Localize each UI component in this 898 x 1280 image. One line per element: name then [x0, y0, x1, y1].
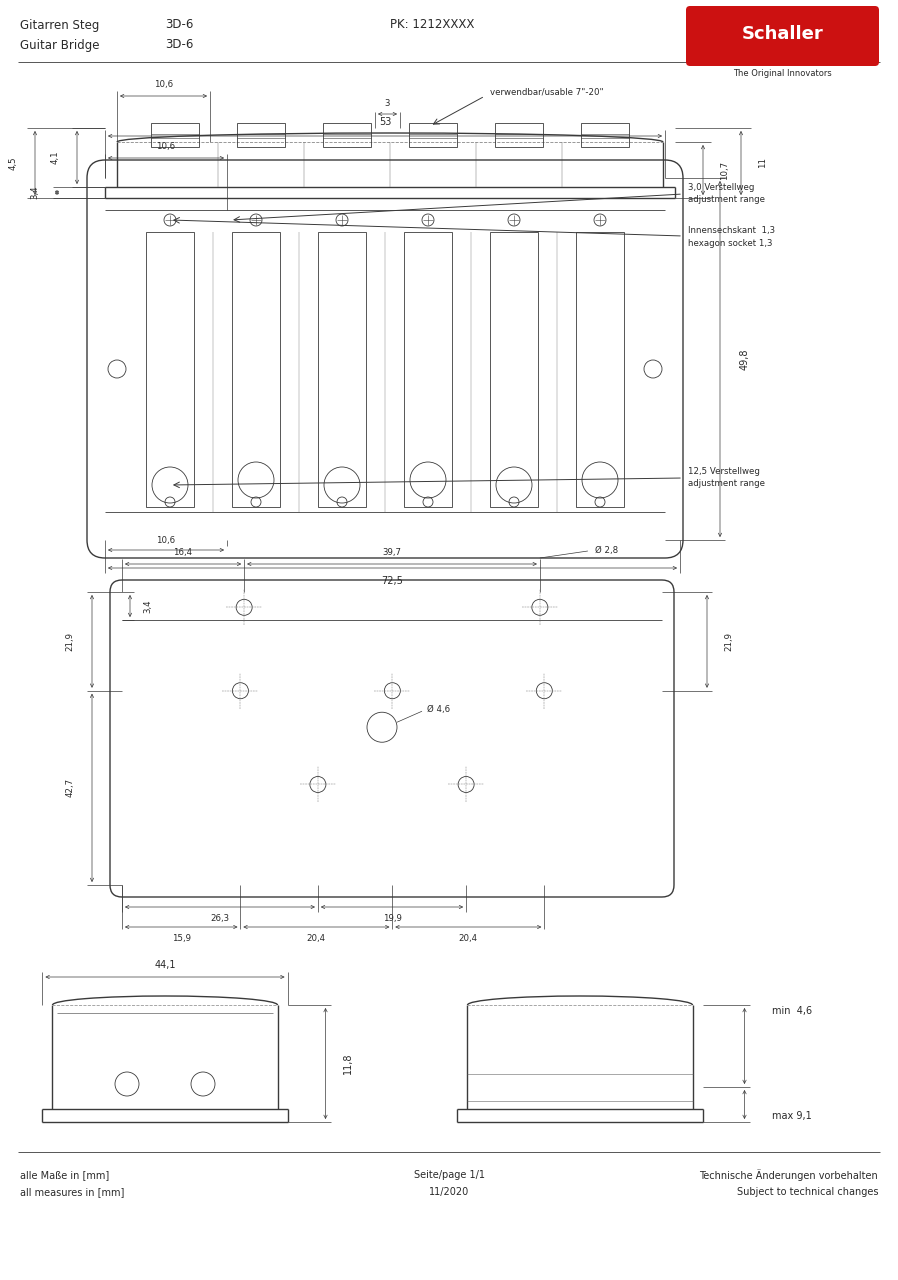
Text: The Original Innovators: The Original Innovators — [733, 69, 832, 78]
Text: Innensechskant  1,3: Innensechskant 1,3 — [688, 225, 775, 234]
Text: PK: 1212XXXX: PK: 1212XXXX — [390, 18, 474, 32]
Text: Technische Änderungen vorbehalten: Technische Änderungen vorbehalten — [700, 1169, 878, 1181]
Text: 19,9: 19,9 — [383, 914, 401, 923]
Bar — [152, 123, 198, 147]
Text: 10,6: 10,6 — [156, 142, 176, 151]
Text: 49,8: 49,8 — [740, 348, 750, 370]
Text: min  4,6: min 4,6 — [772, 1006, 813, 1016]
Bar — [237, 123, 285, 147]
Text: 4,1: 4,1 — [50, 151, 59, 164]
Text: Subject to technical changes: Subject to technical changes — [736, 1187, 878, 1197]
Text: 10,7: 10,7 — [720, 160, 729, 179]
Text: 42,7: 42,7 — [66, 778, 75, 797]
Text: 11: 11 — [759, 157, 768, 169]
Bar — [496, 123, 542, 147]
Text: Schaller: Schaller — [742, 26, 823, 44]
Text: 20,4: 20,4 — [459, 934, 478, 943]
Text: 26,3: 26,3 — [210, 914, 230, 923]
Text: 21,9: 21,9 — [725, 632, 734, 650]
Text: 39,7: 39,7 — [383, 548, 401, 557]
Bar — [319, 232, 365, 507]
Text: max 9,1: max 9,1 — [772, 1111, 813, 1121]
Text: all measures in [mm]: all measures in [mm] — [20, 1187, 125, 1197]
Text: Gitarren Steg: Gitarren Steg — [20, 18, 100, 32]
Text: 21,9: 21,9 — [66, 632, 75, 650]
Text: 3D-6: 3D-6 — [165, 18, 193, 32]
Text: alle Maße in [mm]: alle Maße in [mm] — [20, 1170, 110, 1180]
Text: Ø 4,6: Ø 4,6 — [427, 705, 450, 714]
Text: Guitar Bridge: Guitar Bridge — [20, 38, 100, 51]
Text: 11/2020: 11/2020 — [429, 1187, 469, 1197]
Text: 15,9: 15,9 — [172, 934, 190, 943]
Text: adjustment range: adjustment range — [688, 480, 765, 489]
Text: 3,0 Verstellweg: 3,0 Verstellweg — [688, 183, 754, 192]
Text: 72,5: 72,5 — [382, 576, 403, 586]
Bar — [581, 123, 629, 147]
Text: 12,5 Verstellweg: 12,5 Verstellweg — [688, 467, 760, 476]
Text: 53: 53 — [379, 116, 392, 127]
Bar — [490, 232, 538, 507]
Bar — [404, 232, 452, 507]
Text: adjustment range: adjustment range — [688, 196, 765, 205]
Text: hexagon socket 1,3: hexagon socket 1,3 — [688, 238, 772, 247]
Text: 44,1: 44,1 — [154, 960, 176, 970]
Text: 16,4: 16,4 — [173, 548, 193, 557]
Bar — [146, 232, 194, 507]
Bar — [409, 123, 457, 147]
Bar — [577, 232, 623, 507]
FancyBboxPatch shape — [686, 6, 879, 67]
Text: 3,4: 3,4 — [31, 186, 40, 200]
Text: Ø 2,8: Ø 2,8 — [594, 545, 618, 554]
Text: 11,8: 11,8 — [342, 1052, 353, 1074]
Text: verwendbar/usable 7"-20": verwendbar/usable 7"-20" — [490, 87, 603, 96]
Bar — [323, 123, 371, 147]
Text: 10,6: 10,6 — [154, 81, 173, 90]
Text: 3D-6: 3D-6 — [165, 38, 193, 51]
Text: 4,5: 4,5 — [8, 156, 17, 170]
Text: 3,4: 3,4 — [144, 599, 153, 613]
Text: 20,4: 20,4 — [307, 934, 326, 943]
Text: 10,6: 10,6 — [156, 535, 176, 544]
Bar — [233, 232, 279, 507]
Text: 3: 3 — [384, 100, 391, 109]
Text: Seite/page 1/1: Seite/page 1/1 — [413, 1170, 485, 1180]
